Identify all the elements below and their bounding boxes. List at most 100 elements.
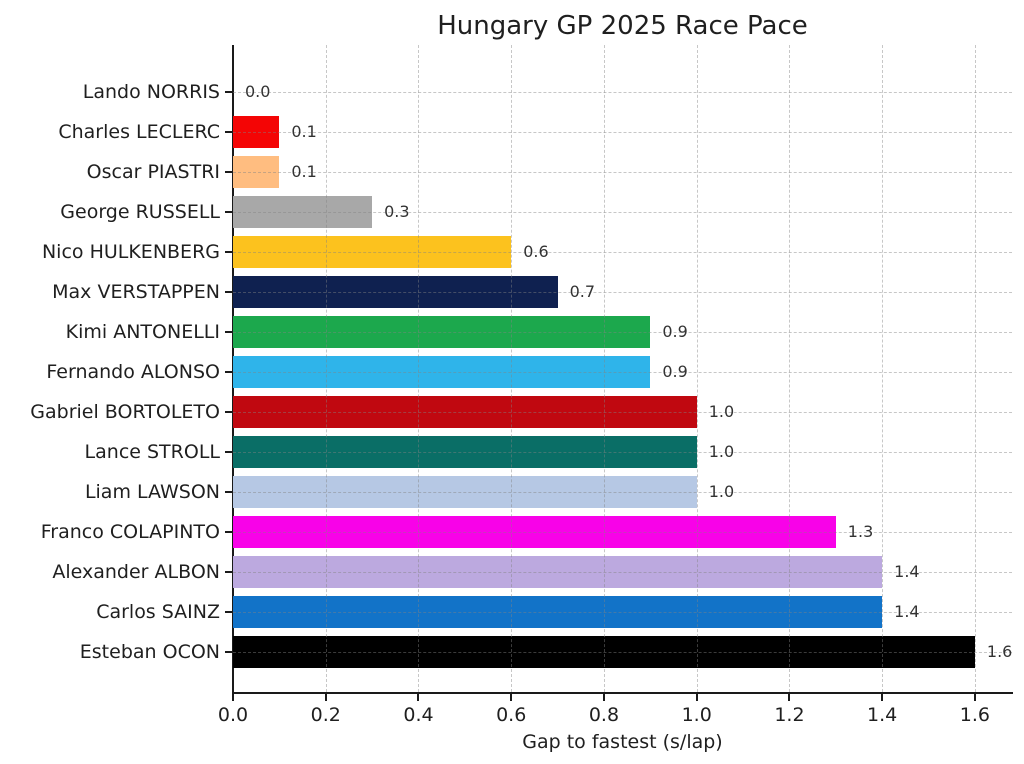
bar-value-label: 1.3 bbox=[847, 522, 874, 541]
y-axis-tick bbox=[225, 251, 232, 253]
grid-line-horizontal bbox=[233, 532, 1012, 533]
bar-value-label: 1.4 bbox=[894, 562, 920, 581]
y-axis-tick bbox=[225, 371, 232, 373]
y-axis-tick bbox=[225, 651, 232, 653]
x-axis-tick bbox=[602, 694, 605, 701]
grid-line-horizontal bbox=[233, 132, 1012, 133]
grid-line-horizontal bbox=[233, 412, 1012, 413]
bar bbox=[233, 116, 280, 148]
bar bbox=[233, 396, 697, 428]
grid-line-vertical bbox=[511, 45, 513, 692]
y-axis-tick bbox=[225, 91, 232, 93]
x-tick-label: 1.2 bbox=[774, 704, 805, 726]
grid-line-horizontal bbox=[233, 292, 1012, 293]
bar bbox=[233, 636, 975, 668]
grid-line-horizontal bbox=[233, 332, 1012, 333]
grid-line-horizontal bbox=[233, 172, 1012, 173]
y-tick-label: Franco COLAPINTO bbox=[40, 521, 220, 543]
grid-line-horizontal bbox=[233, 652, 1012, 653]
bar bbox=[233, 556, 883, 588]
y-tick-label: Esteban OCON bbox=[79, 641, 220, 663]
x-axis-tick bbox=[417, 694, 420, 701]
y-tick-label: Liam LAWSON bbox=[84, 481, 220, 503]
bar-value-label: 1.0 bbox=[708, 402, 735, 421]
y-axis-tick bbox=[225, 531, 232, 533]
bar-value-label: 0.3 bbox=[384, 202, 410, 221]
bar bbox=[233, 596, 883, 628]
y-axis-tick bbox=[225, 331, 232, 333]
bar bbox=[233, 196, 373, 228]
bar bbox=[233, 276, 558, 308]
y-tick-label: Lance STROLL bbox=[84, 441, 220, 463]
grid-line-horizontal bbox=[233, 212, 1012, 213]
x-axis-tick bbox=[973, 694, 976, 701]
grid-line-horizontal bbox=[233, 452, 1012, 453]
y-axis-tick bbox=[225, 131, 232, 133]
bar-value-label: 0.6 bbox=[523, 242, 549, 261]
x-tick-label: 0.6 bbox=[496, 704, 527, 726]
y-axis-tick bbox=[225, 291, 232, 293]
x-axis-spine bbox=[232, 692, 1013, 694]
x-axis-title: Gap to fastest (s/lap) bbox=[522, 731, 723, 753]
bar-value-label: 0.7 bbox=[569, 282, 596, 301]
bar-value-label: 0.0 bbox=[245, 82, 271, 101]
bar-value-label: 1.0 bbox=[708, 442, 735, 461]
y-tick-label: Max VERSTAPPEN bbox=[52, 281, 220, 303]
bar bbox=[233, 516, 836, 548]
bar-value-label: 0.9 bbox=[662, 362, 688, 381]
bar-value-label: 1.4 bbox=[894, 602, 920, 621]
y-axis-tick bbox=[225, 211, 232, 213]
bar bbox=[233, 476, 697, 508]
bar-chart-plot-area: 0.0 0.1 0.1 0.3 0.6 0.7 0.9 0.9 1.0 1.0 1.0 1.3 1.4 1… bbox=[232, 45, 1013, 694]
bar-value-label: 0.9 bbox=[662, 322, 688, 341]
grid-line-horizontal bbox=[233, 372, 1012, 373]
x-tick-label: 0.2 bbox=[310, 704, 341, 726]
y-tick-label: Kimi ANTONELLI bbox=[65, 321, 220, 343]
y-axis-tick bbox=[225, 411, 232, 413]
grid-line-vertical bbox=[696, 45, 698, 692]
grid-line-horizontal bbox=[233, 92, 1012, 93]
y-tick-label: Fernando ALONSO bbox=[46, 361, 220, 383]
x-axis-tick bbox=[788, 694, 791, 701]
bar bbox=[233, 156, 280, 188]
x-tick-label: 0.4 bbox=[403, 704, 434, 726]
y-tick-label: George RUSSELL bbox=[60, 201, 220, 223]
y-tick-label: Charles LECLERC bbox=[58, 121, 220, 143]
y-tick-label: Oscar PIASTRI bbox=[86, 161, 220, 183]
grid-line-vertical bbox=[974, 45, 976, 692]
x-tick-label: 1.4 bbox=[867, 704, 898, 726]
bar bbox=[233, 236, 512, 268]
grid-line-vertical bbox=[325, 45, 327, 692]
bar bbox=[233, 436, 697, 468]
y-tick-label: Carlos SAINZ bbox=[96, 601, 220, 623]
x-tick-label: 1.6 bbox=[959, 704, 990, 726]
grid-line-horizontal bbox=[233, 572, 1012, 573]
chart-title: Hungary GP 2025 Race Pace bbox=[437, 11, 808, 41]
y-axis-tick bbox=[225, 611, 232, 613]
y-axis-tick bbox=[225, 171, 232, 173]
y-axis-tick bbox=[225, 571, 232, 573]
grid-line-vertical bbox=[882, 45, 884, 692]
grid-line-vertical bbox=[418, 45, 420, 692]
x-axis-tick bbox=[510, 694, 513, 701]
x-axis-tick bbox=[881, 694, 884, 701]
y-tick-label: Alexander ALBON bbox=[52, 561, 220, 583]
y-axis-tick bbox=[225, 451, 232, 453]
x-tick-label: 1.0 bbox=[681, 704, 712, 726]
bar bbox=[233, 356, 651, 388]
x-axis-tick bbox=[232, 694, 234, 701]
x-axis-tick bbox=[324, 694, 327, 701]
y-tick-label: Lando NORRIS bbox=[82, 81, 220, 103]
x-tick-label: 0.0 bbox=[217, 704, 249, 726]
bar bbox=[233, 316, 651, 348]
bar-value-label: 0.1 bbox=[291, 162, 317, 181]
grid-line-vertical bbox=[603, 45, 605, 692]
bar-value-label: 1.6 bbox=[986, 642, 1013, 661]
grid-line-horizontal bbox=[233, 252, 1012, 253]
y-tick-label: Nico HULKENBERG bbox=[41, 241, 220, 263]
bar-value-label: 0.1 bbox=[291, 122, 317, 141]
bar-value-label: 1.0 bbox=[708, 482, 735, 501]
x-axis-tick bbox=[695, 694, 698, 701]
grid-line-vertical bbox=[789, 45, 791, 692]
